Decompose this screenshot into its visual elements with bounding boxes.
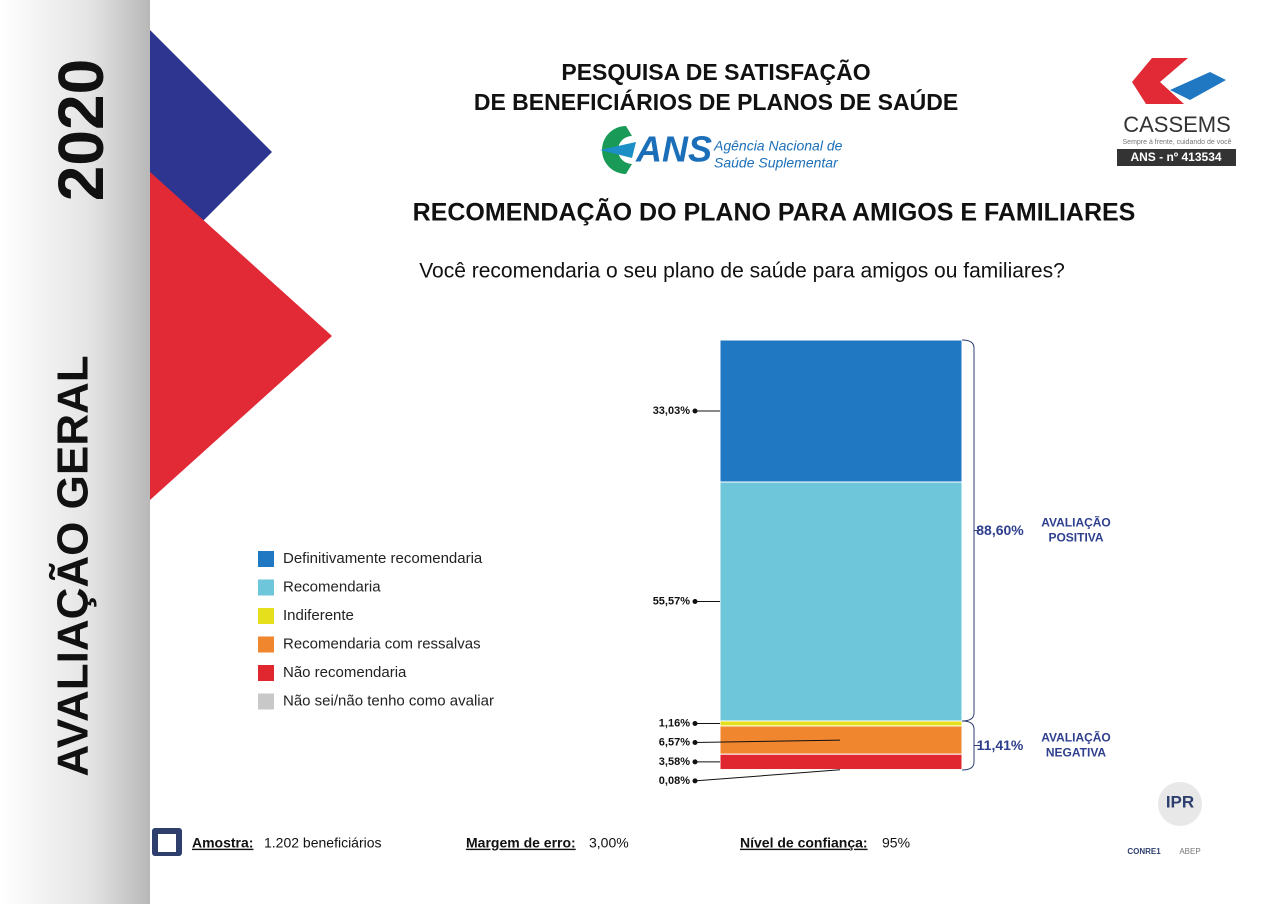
chart: 33,03% Definitivamente recomendaria 55,57%…	[258, 339, 1111, 787]
brand-registry: ANS - nº 413534	[1130, 150, 1221, 164]
footer-icon	[158, 834, 176, 852]
group-label: AVALIAÇÃO NEGATIVA	[1041, 730, 1111, 760]
legend-label: Não recomendaria	[283, 664, 407, 681]
footer-value: 3,00%	[589, 835, 629, 851]
header-title: PESQUISA DE SATISFAÇÃO	[561, 58, 870, 85]
cassems-logo: CASSEMS Sempre à frente, cuidando de voc…	[1117, 58, 1236, 166]
footer: Amostra: 1.202 beneficiários Margem de e…	[152, 828, 910, 856]
bar-segment	[719, 753, 963, 771]
leader-line	[694, 739, 841, 743]
leader-dot	[692, 778, 698, 784]
leader-dot	[692, 759, 698, 765]
decor-red	[150, 172, 332, 500]
conre-text: CONRE1	[1127, 847, 1161, 856]
value-label: 55,57%	[653, 595, 691, 607]
footer-label: Margem de erro:	[466, 835, 576, 851]
legend-label: Recomendaria com ressalvas	[283, 635, 481, 652]
bar-segment	[719, 720, 963, 727]
ipr-logo: IPR CONRE1 ABEP	[1127, 782, 1202, 856]
value-label: 3,58%	[659, 756, 690, 768]
sidebar-label: AVALIAÇÃO GERAL	[48, 355, 98, 776]
group-bracket	[961, 720, 980, 771]
legend-label: Recomendaria	[283, 578, 381, 595]
group-label: AVALIAÇÃO POSITIVA	[1041, 515, 1111, 545]
leader-dot	[692, 599, 698, 605]
leader-dot	[692, 408, 698, 414]
ans-name: Agência Nacional de	[713, 138, 843, 154]
legend-swatch	[258, 551, 274, 567]
legend-label: Definitivamente recomendaria	[283, 550, 483, 567]
value-label: 1,16%	[659, 717, 690, 729]
bar-segment	[719, 339, 963, 483]
legend-label: Indiferente	[283, 607, 354, 624]
chart-title: RECOMENDAÇÃO DO PLANO PARA AMIGOS E FAMI…	[413, 197, 1136, 227]
legend-swatch	[258, 579, 274, 596]
bar-segment	[719, 481, 963, 722]
sidebar	[0, 0, 150, 904]
header-title: DE BENEFICIÁRIOS DE PLANOS DE SAÚDE	[474, 88, 958, 115]
brand-tagline: Sempre à frente, cuidando de você	[1123, 139, 1232, 146]
sidebar-year: 2020	[45, 59, 117, 201]
legend-swatch	[258, 636, 274, 653]
ans-logo-text: ANS	[635, 129, 712, 170]
leader-dot	[692, 720, 698, 726]
legend-swatch	[258, 665, 274, 681]
bar-segment	[719, 725, 963, 755]
group-value: 88,60%	[976, 522, 1024, 538]
legend-swatch	[258, 693, 274, 710]
legend-swatch	[258, 608, 274, 624]
group-value: 11,41%	[977, 737, 1024, 753]
footer-value: 1.202 beneficiários	[264, 835, 382, 851]
value-label: 33,03%	[653, 405, 691, 417]
leader-dot	[692, 739, 698, 745]
legend-label: Não sei/não tenho como avaliar	[283, 692, 494, 709]
ans-name: Saúde Suplementar	[714, 155, 839, 171]
abep-text: ABEP	[1179, 847, 1200, 856]
chart-subtitle: Você recomendaria o seu plano de saúde p…	[419, 260, 1065, 283]
footer-value: 95%	[882, 835, 910, 851]
ipr-text: IPR	[1166, 792, 1194, 811]
group-bracket	[961, 339, 980, 722]
ans-logo: ANS Agência Nacional de Saúde Suplementa…	[600, 126, 843, 174]
value-label: 0,08%	[659, 775, 690, 787]
footer-label: Amostra:	[192, 835, 253, 851]
brand: CASSEMS	[1123, 112, 1231, 137]
value-label: 6,57%	[659, 736, 690, 748]
leader-line	[694, 769, 841, 782]
footer-label: Nível de confiança:	[740, 835, 868, 851]
